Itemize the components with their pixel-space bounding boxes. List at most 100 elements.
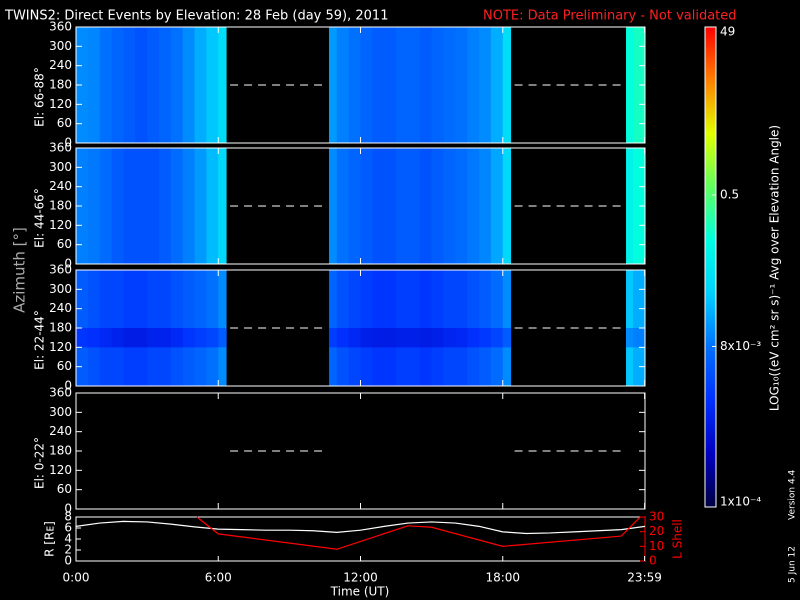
heatmap-cell — [182, 27, 196, 143]
y-tick-label: 60 — [57, 116, 72, 130]
heatmap-cell — [626, 148, 634, 264]
x-tick-label: 6:00 — [205, 571, 232, 585]
heatmap-cell — [479, 148, 492, 264]
y-tick-label: 180 — [49, 199, 72, 213]
heatmap-band-cell — [419, 328, 433, 348]
y-tick-label: 360 — [49, 141, 72, 155]
heatmap-cell — [490, 148, 504, 264]
y-tick-label: 120 — [49, 218, 72, 232]
y-tick-label: 240 — [49, 301, 72, 315]
orbit-y-label: R [Rᴇ] — [43, 521, 57, 557]
colorbar — [704, 26, 717, 508]
y-axis-label: Azimuth [°] — [11, 227, 29, 313]
y-tick-label: 0 — [64, 379, 72, 393]
heatmap-cell — [328, 27, 338, 143]
heatmap-cell — [99, 148, 113, 264]
y-tick-label: 300 — [49, 39, 72, 53]
y-tick-label: 300 — [49, 282, 72, 296]
footer-version: Version 4.4 — [788, 469, 798, 520]
heatmap-cell — [158, 148, 172, 264]
orbit-y2-tick-label: 0 — [649, 554, 657, 568]
heatmap-cell — [336, 27, 350, 143]
heatmap-cell — [328, 148, 338, 264]
y-tick-label: 120 — [49, 97, 72, 111]
heatmap-cell — [206, 148, 219, 264]
heatmap-cell — [170, 148, 184, 264]
orbit-y2-label: L Shell — [671, 519, 685, 559]
heatmap-band-cell — [218, 328, 227, 348]
heatmap-band-cell — [182, 328, 196, 348]
orbit-y-tick-label: 2 — [64, 543, 72, 557]
heatmap-cell — [194, 148, 207, 264]
colorbar-label: LOG₁₀((eV cm² sr s)⁻¹ Avg over Elevation… — [768, 125, 782, 411]
heatmap-cell — [218, 27, 227, 143]
y-tick-label: 240 — [49, 58, 72, 72]
orbit-line — [196, 516, 641, 550]
heatmap-band-cell — [348, 328, 361, 348]
y-tick-label: 0 — [64, 257, 72, 271]
y-tick-label: 360 — [49, 20, 72, 34]
orbit-y2-tick-label: 20 — [649, 524, 664, 538]
heatmap-cell — [76, 27, 89, 143]
heatmap-cell — [76, 148, 89, 264]
y-tick-label: 180 — [49, 444, 72, 458]
heatmap-cell — [502, 148, 512, 264]
heatmap-band-cell — [206, 328, 219, 348]
heatmap-cell — [372, 148, 385, 264]
heatmap-cell — [443, 27, 456, 143]
heatmap-band-cell — [328, 328, 338, 348]
heatmap-band-cell — [490, 328, 504, 348]
colorbar-tick-label: 8x10⁻³ — [720, 339, 761, 353]
heatmap-cell — [443, 148, 456, 264]
heatmap-band-cell — [158, 328, 172, 348]
heatmap-cell — [431, 148, 444, 264]
y-tick-label: 60 — [57, 237, 72, 251]
panel-label: El: 66-88° — [33, 67, 47, 127]
heatmap-band-cell — [384, 328, 397, 348]
y-tick-label: 0 — [64, 502, 72, 516]
heatmap-band-cell — [431, 328, 444, 348]
heatmap-cell — [384, 148, 397, 264]
heatmap-band-cell — [360, 328, 373, 348]
panel-label: El: 44-66° — [33, 188, 47, 248]
y-tick-label: 300 — [49, 405, 72, 419]
heatmap-band-cell — [372, 328, 385, 348]
heatmap-cell — [218, 148, 227, 264]
heatmap-cell — [407, 27, 421, 143]
heatmap-cell — [360, 148, 373, 264]
y-tick-label: 180 — [49, 78, 72, 92]
heatmap-band-cell — [407, 328, 421, 348]
heatmap-cell — [419, 148, 433, 264]
heatmap-cell — [467, 148, 480, 264]
heatmap-cell — [87, 27, 101, 143]
heatmap-band-cell — [633, 328, 646, 348]
heatmap-band-cell — [626, 328, 634, 348]
heatmap-band-cell — [396, 328, 409, 348]
heatmap-cell — [419, 27, 433, 143]
y-tick-label: 300 — [49, 160, 72, 174]
heatmap-band-cell — [135, 328, 148, 348]
heatmap-cell — [123, 148, 136, 264]
y-tick-label: 120 — [49, 463, 72, 477]
orbit-line — [75, 520, 646, 535]
heatmap-band-cell — [99, 328, 113, 348]
heatmap-cell — [158, 27, 172, 143]
heatmap-cell — [111, 148, 124, 264]
y-tick-label: 60 — [57, 482, 72, 496]
orbit-y2-tick-label: 30 — [649, 510, 664, 524]
heatmap-cell — [123, 27, 136, 143]
y-tick-label: 60 — [57, 359, 72, 373]
x-axis-label: Time (UT) — [330, 585, 390, 599]
colorbar-tick-label: 0.5 — [720, 187, 739, 201]
heatmap-cell — [87, 148, 101, 264]
heatmap-cell — [467, 27, 480, 143]
heatmap-band-cell — [76, 328, 89, 348]
heatmap-cell — [431, 27, 444, 143]
x-tick-label: 23:59 — [627, 571, 662, 585]
heatmap-band-cell — [170, 328, 184, 348]
note: NOTE: Data Preliminary - Not validated — [483, 9, 737, 24]
panel-label: El: 22-44° — [33, 310, 47, 370]
x-tick-label: 12:00 — [343, 571, 378, 585]
y-tick-label: 180 — [49, 321, 72, 335]
